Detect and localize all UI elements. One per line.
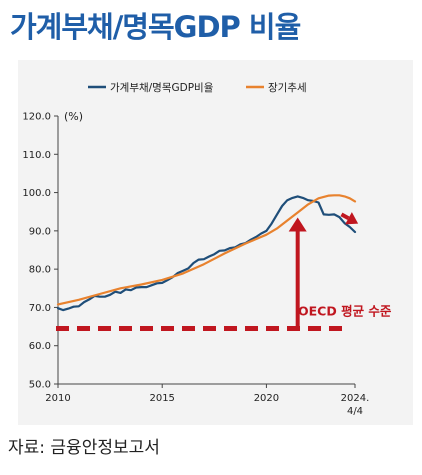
legend-label-2: 장기추세: [268, 82, 307, 94]
up-arrow-head: [288, 217, 307, 232]
y-tick-label: 120.0: [22, 112, 51, 123]
down-right-arrow-head: [345, 212, 359, 225]
down-right-arrow-shaft: [340, 212, 350, 221]
series-line-1: [56, 195, 357, 312]
y-tick-label: 110.0: [22, 150, 51, 161]
x-tick-sublabel: 4/4: [347, 406, 363, 417]
y-tick-label: 70.0: [29, 303, 51, 314]
y-tick-label: 90.0: [29, 226, 51, 237]
y-tick-label: 80.0: [29, 265, 51, 276]
legend: 가계부채/명목GDP비율 장기추세: [88, 82, 307, 94]
y-tick-label: 60.0: [29, 341, 51, 352]
chart-background: [18, 60, 413, 425]
y-tick-label: 50.0: [29, 380, 51, 391]
x-tick-label: 2024.: [341, 393, 370, 404]
x-tick-label: 2020: [254, 393, 279, 404]
series-line-2: [56, 194, 357, 306]
annotation-layer: OECD 평균 수준: [56, 212, 392, 331]
oecd-average-label: OECD 평균 수준: [298, 303, 392, 318]
source-note: 자료: 금융안정보고서: [8, 438, 160, 458]
page-title: 가계부채/명목GDP 비율: [10, 10, 301, 44]
series-layer: [56, 194, 357, 312]
y-tick-label: 100.0: [22, 188, 51, 199]
x-tick-label: 2015: [149, 393, 174, 404]
x-tick-label: 2010: [45, 393, 70, 404]
legend-label-1: 가계부채/명목GDP비율: [110, 82, 214, 94]
axes-layer: 50.0 60.0 70.0 80.0 90.0 100.0 110.0 120.0 (%) 20…: [22, 110, 369, 417]
y-unit-label: (%): [64, 110, 83, 123]
